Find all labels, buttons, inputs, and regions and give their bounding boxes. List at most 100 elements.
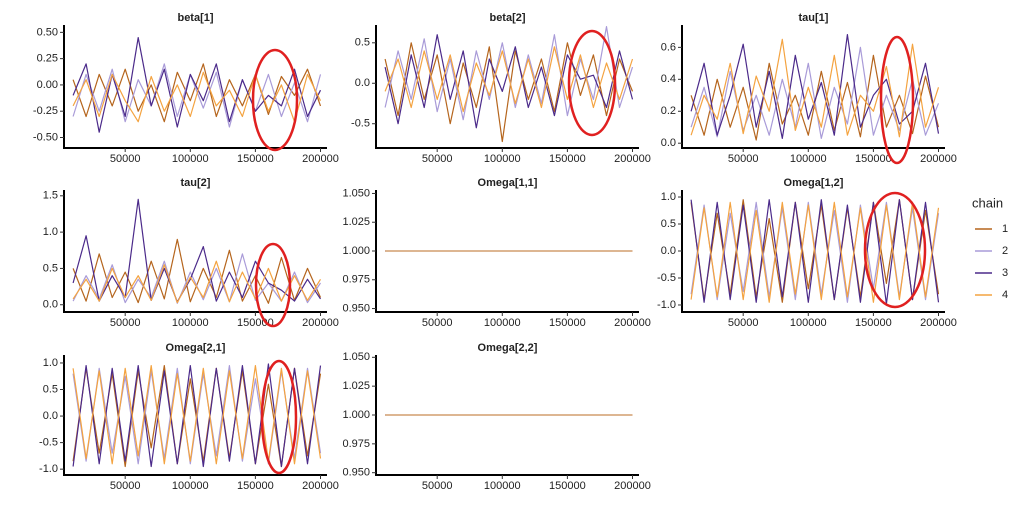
y-tick-label: -0.5 (351, 118, 370, 130)
x-tick-label: 150000 (237, 317, 274, 329)
y-tick-label: 0.5 (355, 37, 370, 49)
y-tick-label: 1.0 (43, 226, 58, 238)
trace-line (72, 63, 322, 123)
y-tick-label: 0.5 (43, 262, 58, 274)
y-tick-label: 1.0 (661, 191, 676, 203)
legend-title: chain (972, 195, 1003, 210)
panel: Omega[2,2] 0.950 0.975 1.000 1.025 1.050 50000… (342, 342, 650, 492)
x-tick-label: 150000 (237, 153, 274, 165)
y-tick-label: 0.0 (43, 299, 58, 311)
x-tick-label: 50000 (110, 480, 141, 492)
trace-line (384, 26, 634, 121)
x-tick-label: 50000 (728, 317, 759, 329)
x-tick-label: 200000 (302, 480, 339, 492)
trace-line (72, 365, 322, 465)
y-tick-label: 1.025 (342, 380, 370, 392)
y-tick-label: 0.0 (43, 410, 58, 422)
trace-line (72, 198, 322, 303)
panel: tau[2] 0.0 0.5 1.0 1.5 50000 100000 150000 20000… (43, 177, 339, 329)
panel-title: tau[2] (181, 177, 211, 189)
trace-line (690, 201, 940, 303)
panel: Omega[1,2] -1.0 -0.5 0.0 0.5 1.0 50000 100000 15… (657, 177, 957, 329)
panel-title: beta[2] (489, 12, 525, 24)
y-tick-label: -0.50 (33, 131, 58, 143)
y-tick-label: 0.00 (37, 79, 58, 91)
y-tick-label: 0.975 (342, 274, 370, 286)
legend-label: 2 (1002, 245, 1008, 257)
trace-line (72, 260, 322, 304)
highlight-ellipses (251, 29, 927, 475)
y-tick-label: 0.6 (661, 41, 676, 53)
panel-title: Omega[1,1] (478, 177, 538, 189)
x-tick-label: 200000 (614, 153, 651, 165)
x-tick-label: 200000 (614, 317, 651, 329)
x-tick-label: 100000 (172, 480, 209, 492)
x-tick-label: 100000 (484, 317, 521, 329)
highlight-ellipse (260, 359, 298, 475)
x-tick-label: 150000 (855, 153, 892, 165)
panel-title: Omega[2,1] (166, 342, 226, 354)
trace-line (384, 34, 634, 129)
x-tick-label: 50000 (110, 153, 141, 165)
trace-line (72, 37, 322, 133)
y-tick-label: 0.0 (355, 77, 370, 89)
panel: beta[1] -0.50 -0.25 0.00 0.25 0.50 50000 100000… (33, 12, 339, 165)
x-tick-label: 50000 (110, 317, 141, 329)
x-tick-label: 150000 (237, 480, 274, 492)
trace-line (72, 253, 322, 304)
y-tick-label: 0.5 (661, 218, 676, 230)
y-tick-label: 1.050 (342, 351, 370, 363)
y-tick-label: 1.050 (342, 187, 370, 199)
legend-label: 4 (1002, 289, 1008, 301)
x-tick-label: 100000 (790, 153, 827, 165)
panel: tau[1] 0.0 0.2 0.4 0.6 50000 100000 150000 20000… (661, 12, 957, 165)
y-tick-label: 0.0 (661, 137, 676, 149)
trace-line (690, 34, 940, 139)
panel-title: Omega[1,2] (784, 177, 844, 189)
highlight-ellipse (879, 35, 915, 165)
x-tick-label: 150000 (549, 153, 586, 165)
legend: 1 2 3 4 (975, 223, 1008, 301)
panel: Omega[2,1] -1.0 -0.5 0.0 0.5 1.0 50000 100000 15… (39, 342, 339, 492)
highlight-ellipse (567, 29, 617, 137)
panel: Omega[1,1] 0.950 0.975 1.000 1.025 1.050 50000… (342, 177, 650, 329)
y-tick-label: 0.2 (661, 105, 676, 117)
x-tick-label: 100000 (790, 317, 827, 329)
x-tick-label: 200000 (614, 480, 651, 492)
x-tick-label: 200000 (302, 153, 339, 165)
x-tick-label: 50000 (422, 480, 453, 492)
y-tick-label: 1.5 (43, 190, 58, 202)
y-tick-label: -0.5 (39, 437, 58, 449)
y-tick-label: 1.000 (342, 245, 370, 257)
highlight-ellipse (251, 48, 299, 152)
y-tick-label: 0.975 (342, 438, 370, 450)
y-tick-label: -1.0 (39, 463, 58, 475)
y-tick-label: 0.5 (43, 383, 58, 395)
x-tick-label: 150000 (549, 480, 586, 492)
y-tick-label: 1.0 (43, 357, 58, 369)
highlight-ellipse (863, 191, 927, 309)
x-tick-label: 50000 (728, 153, 759, 165)
y-tick-label: -0.25 (33, 105, 58, 117)
y-tick-label: 0.4 (661, 73, 676, 85)
panel: beta[2] -0.5 0.0 0.5 50000 100000 150000 200000 (351, 12, 651, 165)
y-tick-label: 0.950 (342, 467, 370, 479)
x-tick-label: 50000 (422, 317, 453, 329)
panel-title: Omega[2,2] (478, 342, 538, 354)
y-tick-label: 0.950 (342, 302, 370, 314)
y-tick-label: 0.25 (37, 53, 58, 65)
trace-line (690, 38, 940, 138)
panel-title: beta[1] (177, 12, 213, 24)
x-tick-label: 100000 (484, 480, 521, 492)
legend-label: 3 (1002, 267, 1008, 279)
y-tick-label: -0.5 (657, 272, 676, 284)
x-tick-label: 50000 (422, 153, 453, 165)
legend-label: 1 (1002, 223, 1008, 235)
y-tick-label: -1.0 (657, 299, 676, 311)
x-tick-label: 200000 (302, 317, 339, 329)
x-tick-label: 150000 (549, 317, 586, 329)
panel-title: tau[1] (799, 12, 829, 24)
y-tick-label: 0.50 (37, 26, 58, 38)
x-tick-label: 100000 (484, 153, 521, 165)
